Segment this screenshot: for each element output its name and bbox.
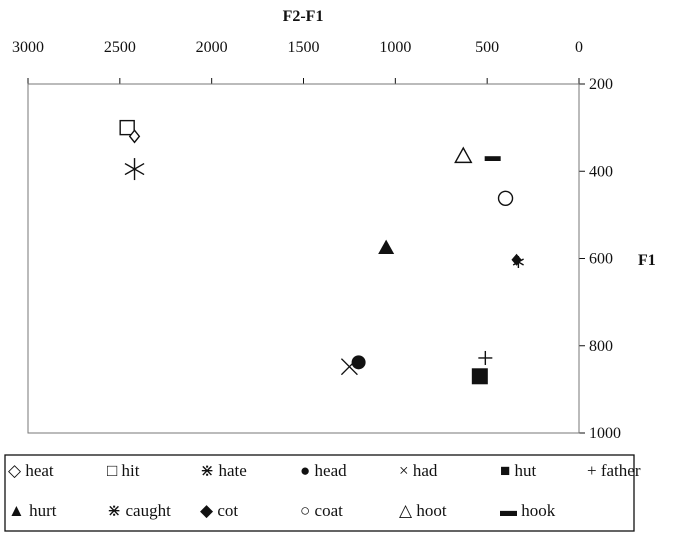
y-tick-label: 1000 [589,425,621,442]
x-tick-label: 0 [575,39,583,56]
point-hut [471,368,488,385]
data-points [119,119,524,385]
point-hate [124,158,145,181]
y-axis: 200 400 600 800 1000 [579,76,621,442]
legend: ◇ heat □ hit ⋇ hate ● head × had ■ hut + fathe… [8,461,641,520]
x-axis-title: F2-F1 [283,8,324,25]
legend-label: × had [399,461,438,480]
y-tick-label: 400 [589,163,613,180]
point-head [351,355,366,370]
legend-label: ⋇ caught [107,501,171,520]
legend-label: △ hoot [399,501,447,520]
y-axis-title: F1 [638,252,656,269]
legend-item-heat: ◇ heat [8,461,54,480]
legend-label: ◇ heat [8,461,54,480]
legend-label: ▬ hook [500,501,556,520]
y-tick-label: 600 [589,251,613,268]
legend-item-hook: ▬ hook [500,501,556,520]
point-hurt [378,239,395,254]
x-tick-label: 1000 [379,39,411,56]
y-tick-label: 800 [589,338,613,355]
point-hit [119,119,135,136]
legend-item-head: ● head [300,461,347,480]
x-axis: 3000 2500 2000 1500 1000 500 0 [12,39,583,84]
legend-label: ⋇ hate [200,461,247,480]
legend-item-hit: □ hit [107,461,140,480]
plot-area [27,83,580,434]
point-father [478,350,493,365]
x-tick-label: 3000 [12,39,44,56]
point-heat [128,129,141,144]
legend-item-hate: ⋇ hate [200,461,247,480]
legend-item-cot: ◆ cot [200,501,238,520]
point-cot [511,253,522,266]
legend-label: ◆ cot [200,501,238,520]
legend-item-hut: ■ hut [500,461,537,480]
legend-item-hurt: ▲ hurt [8,501,57,520]
legend-label: ○ coat [300,501,343,520]
legend-item-father: + father [587,461,641,480]
legend-label: ■ hut [500,461,537,480]
legend-label: ▲ hurt [8,501,57,520]
legend-item-coat: ○ coat [300,501,343,520]
x-tick-label: 2000 [196,39,228,56]
point-hoot [454,146,473,164]
legend-label: ● head [300,461,347,480]
legend-item-hoot: △ hoot [399,501,447,520]
x-tick-label: 2500 [104,39,136,56]
y-tick-label: 200 [589,76,613,93]
legend-label: □ hit [107,461,140,480]
legend-item-had: × had [399,461,438,480]
legend-label: + father [587,461,641,480]
x-tick-label: 500 [475,39,499,56]
point-coat [497,190,514,206]
legend-box [4,454,635,532]
legend-item-caught: ⋇ caught [107,501,171,520]
point-hook [484,156,501,161]
x-tick-label: 1500 [288,39,320,56]
